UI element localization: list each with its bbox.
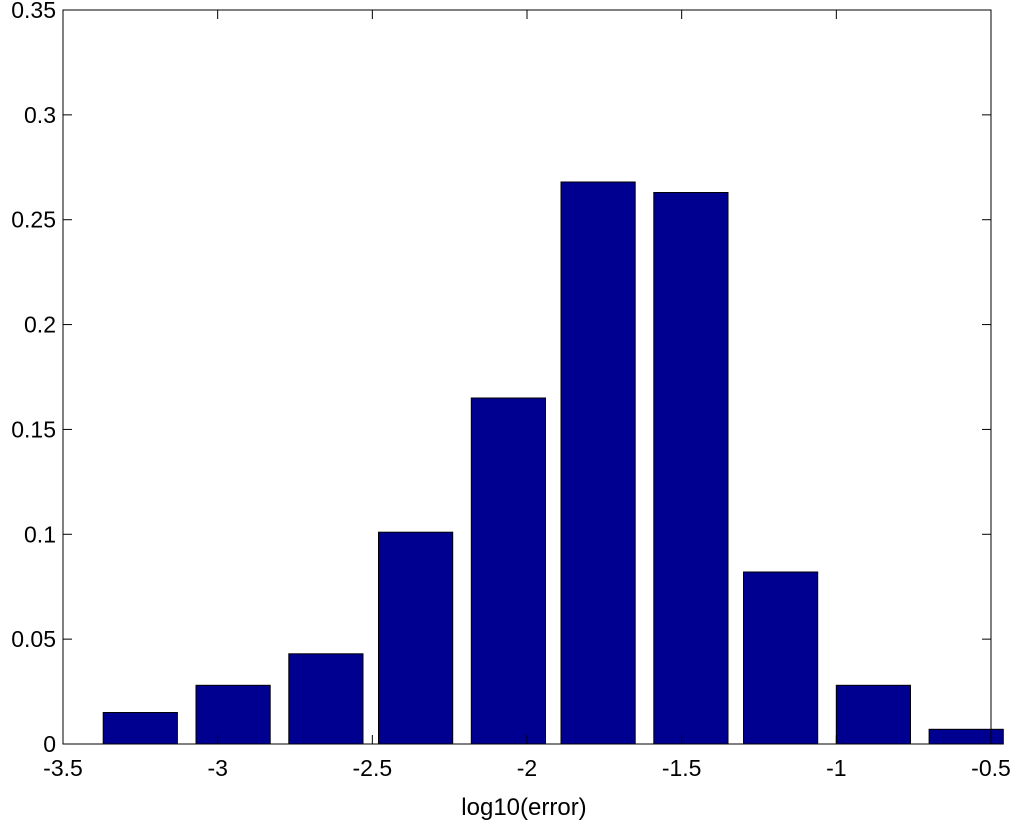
y-tick-label: 0.15 (11, 416, 56, 442)
x-axis-ticks: -3.5 -3 -2.5 -2 -1.5 -1 -0.5 (43, 10, 1011, 781)
bar-7 (653, 192, 729, 745)
x-tick-label: -3.5 (43, 755, 83, 781)
bar-5 (470, 397, 546, 745)
y-tick-label: 0.2 (24, 312, 56, 338)
bar-9 (835, 684, 911, 745)
x-tick-label: -1.5 (662, 755, 702, 781)
y-tick-label: 0.35 (11, 0, 56, 23)
bar-10 (928, 728, 1004, 745)
y-axis-ticks: 0 0.05 0.1 0.15 0.2 0.25 0.3 0.35 (11, 0, 991, 757)
bar-3 (288, 653, 364, 745)
bar-1 (102, 712, 178, 745)
x-tick-label: -2.5 (353, 755, 393, 781)
y-tick-label: 0.05 (11, 626, 56, 652)
x-tick-label: -3 (207, 755, 227, 781)
x-tick-label: -1 (826, 755, 846, 781)
y-tick-label: 0 (43, 731, 56, 757)
bar-2 (195, 684, 271, 745)
bar-8 (743, 571, 819, 745)
bars-group (102, 181, 1004, 745)
x-axis-label: log10(error) (461, 794, 586, 821)
x-tick-label: -0.5 (971, 755, 1011, 781)
y-tick-label: 0.25 (11, 207, 56, 233)
bar-6 (560, 181, 636, 745)
bar-4 (378, 531, 454, 745)
y-tick-label: 0.3 (24, 102, 56, 128)
y-tick-label: 0.1 (24, 521, 56, 547)
x-tick-label: -2 (517, 755, 537, 781)
